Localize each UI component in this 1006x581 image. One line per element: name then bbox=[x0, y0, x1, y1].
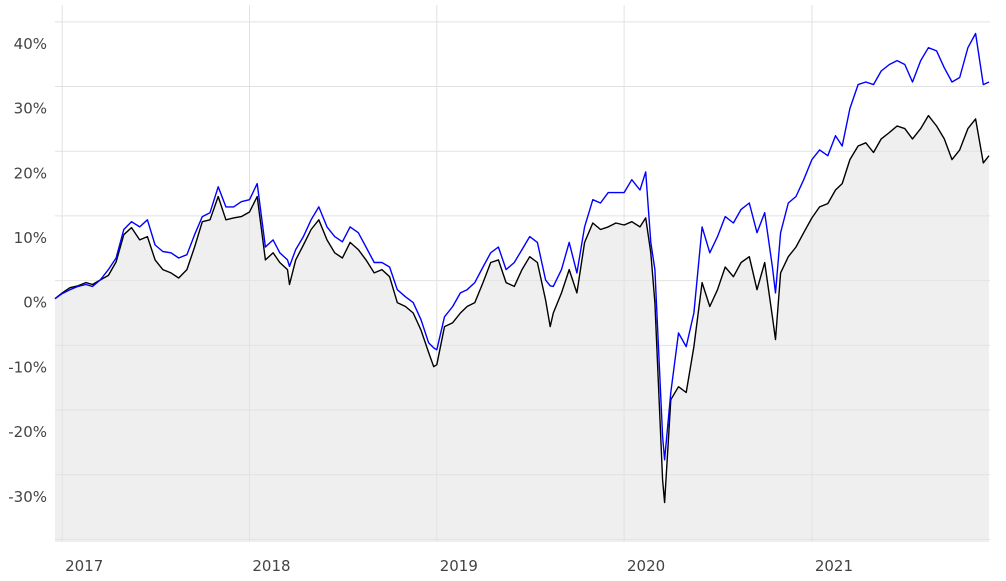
y-tick-label: -20% bbox=[8, 423, 47, 441]
x-tick-label: 2020 bbox=[627, 557, 665, 575]
y-tick-label: -10% bbox=[8, 358, 47, 376]
gridlines bbox=[55, 5, 990, 542]
area-fill bbox=[55, 115, 989, 542]
y-tick-label: 20% bbox=[14, 164, 47, 182]
y-tick-label: 40% bbox=[14, 35, 47, 53]
series-line-blue bbox=[54, 32, 990, 461]
y-tick-label: -30% bbox=[8, 488, 47, 506]
plot-area bbox=[55, 115, 989, 542]
x-tick-label: 2019 bbox=[440, 557, 478, 575]
y-tick-label: 0% bbox=[23, 294, 47, 312]
x-tick-label: 2017 bbox=[65, 557, 103, 575]
series-line-black bbox=[54, 114, 990, 504]
series-lines bbox=[54, 32, 990, 504]
y-axis: 40% 30% 20% 10% 0% -10% -20% -30% bbox=[8, 35, 47, 506]
y-tick-label: 30% bbox=[14, 100, 47, 118]
x-tick-label: 2018 bbox=[252, 557, 290, 575]
y-tick-label: 10% bbox=[14, 229, 47, 247]
x-axis: 2017 2018 2019 2020 2021 bbox=[65, 557, 853, 575]
x-tick-label: 2021 bbox=[815, 557, 853, 575]
